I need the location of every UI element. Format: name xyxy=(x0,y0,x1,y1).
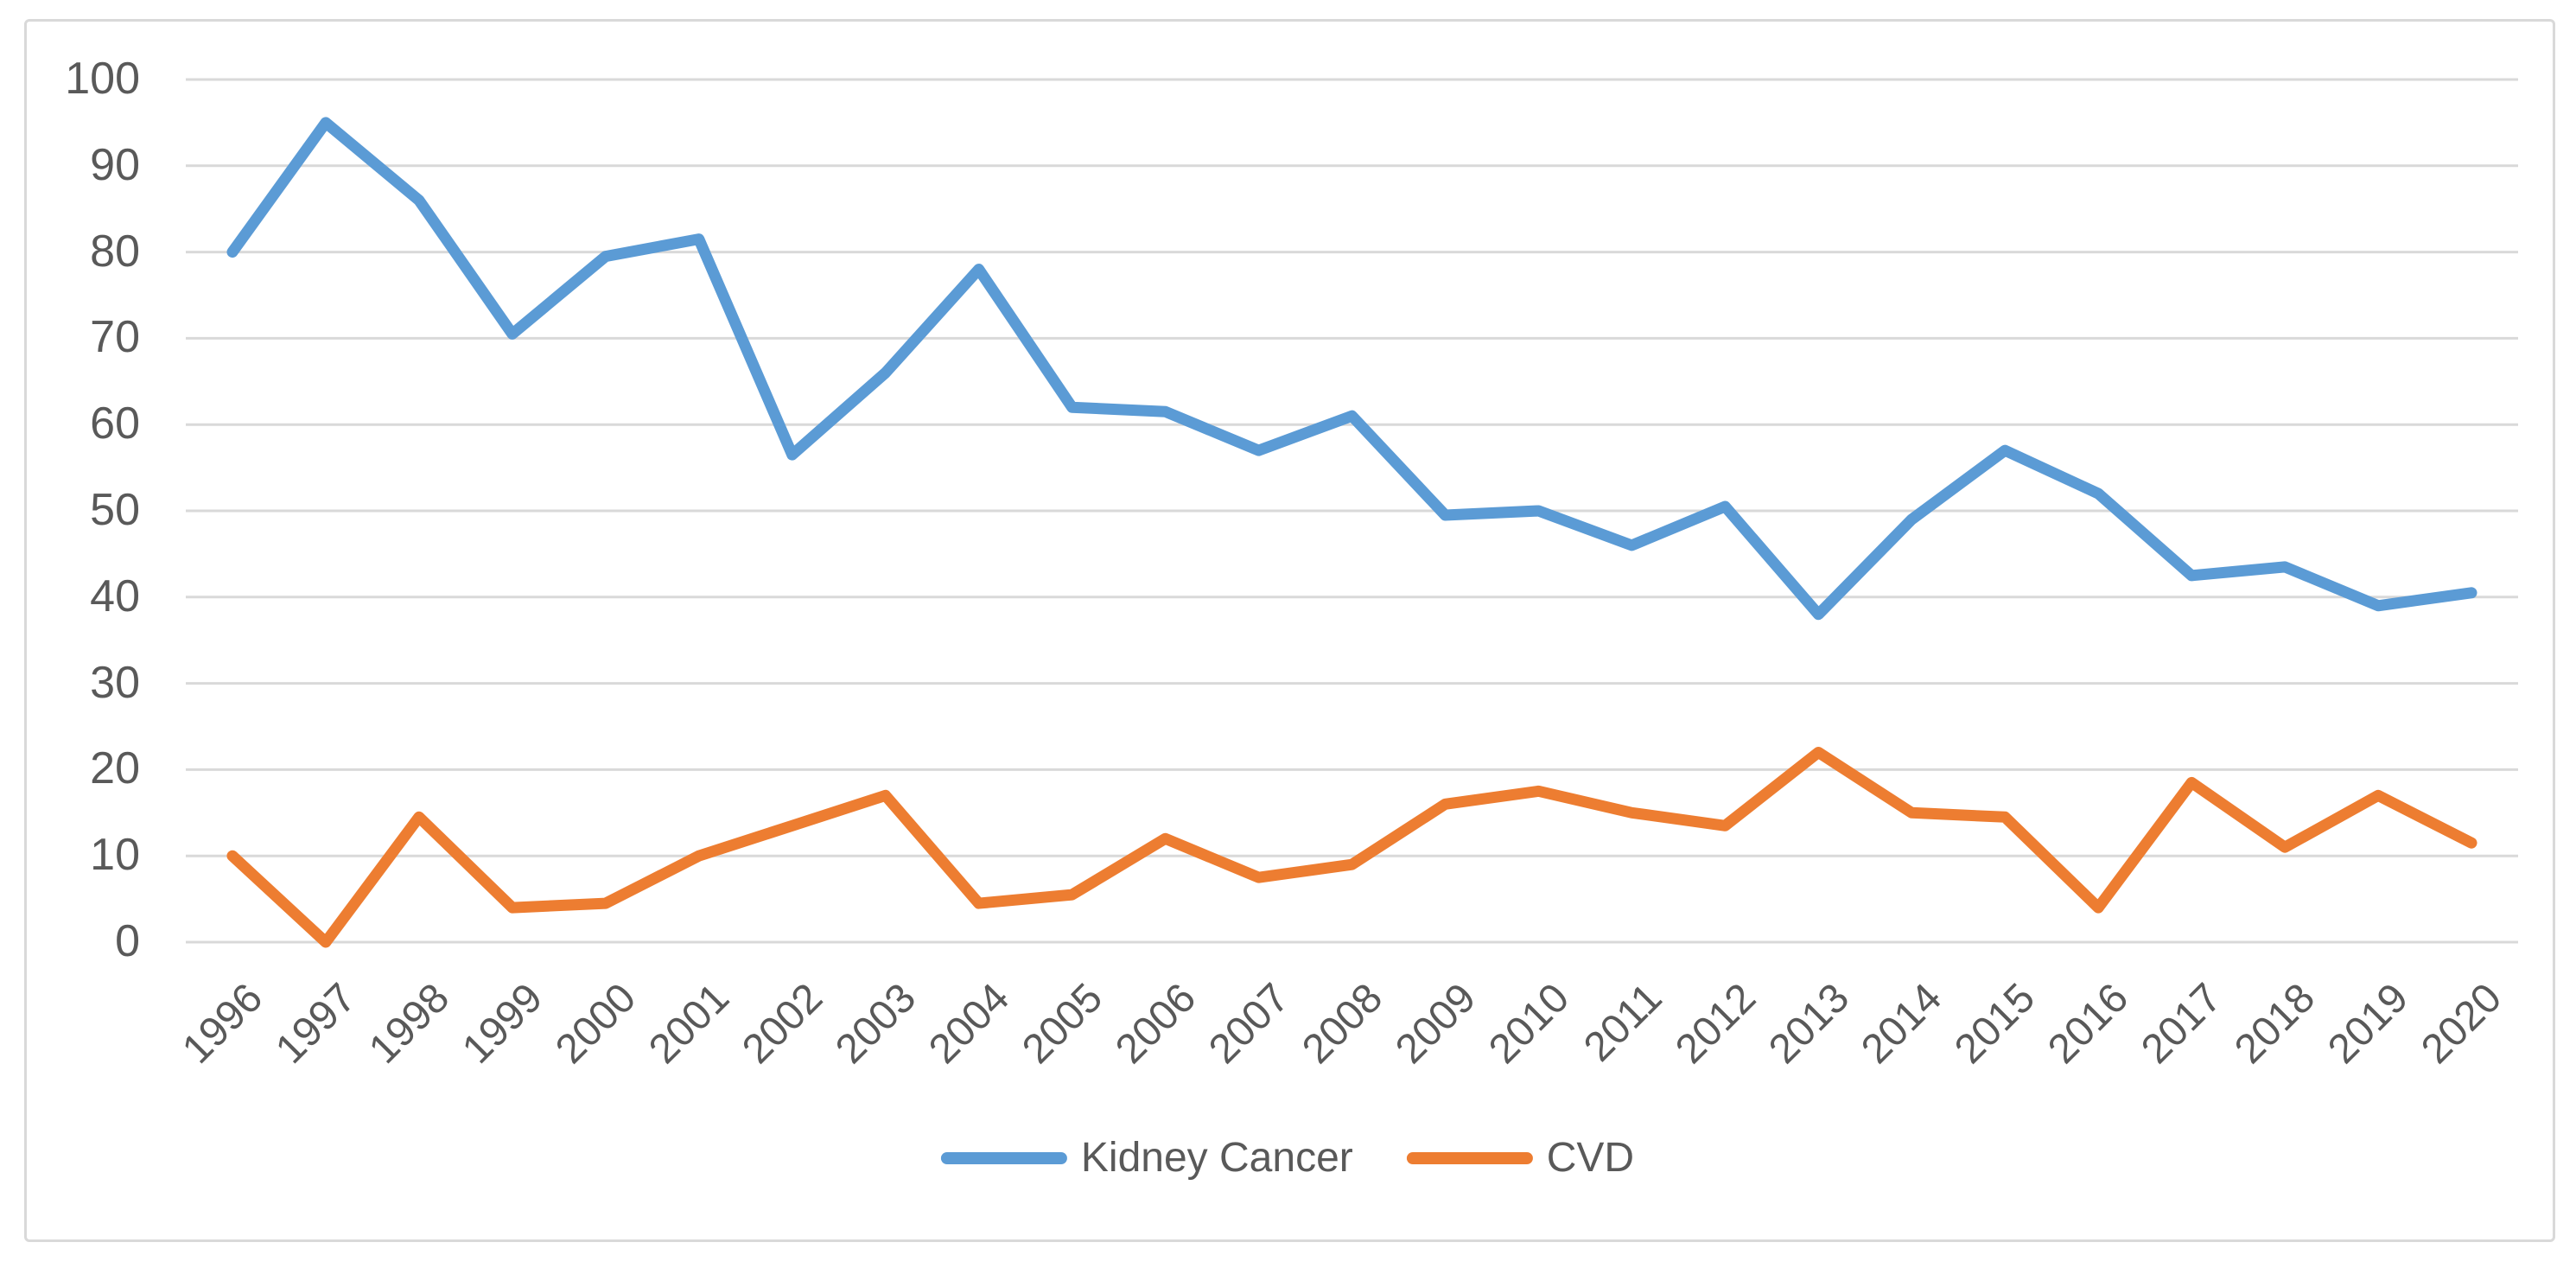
legend-label-kidney-cancer: Kidney Cancer xyxy=(1080,1135,1353,1181)
legend: Kidney Cancer CVD xyxy=(940,1135,1635,1181)
chart-border xyxy=(24,19,2555,1242)
legend-line-swatch-cvd xyxy=(1406,1152,1533,1164)
y-tick-label-40: 40 xyxy=(90,570,140,621)
y-tick-label-80: 80 xyxy=(90,226,140,277)
y-tick-label-0: 0 xyxy=(115,915,140,966)
legend-label-cvd: CVD xyxy=(1546,1135,1635,1181)
y-tick-label-100: 100 xyxy=(65,53,140,104)
y-tick-label-60: 60 xyxy=(90,398,140,449)
y-tick-label-20: 20 xyxy=(90,743,140,794)
legend-item-kidney-cancer[interactable]: Kidney Cancer xyxy=(940,1135,1353,1181)
y-tick-label-70: 70 xyxy=(90,312,140,363)
y-tick-label-30: 30 xyxy=(90,657,140,708)
legend-item-cvd[interactable]: CVD xyxy=(1406,1135,1635,1181)
y-tick-label-50: 50 xyxy=(90,484,140,535)
series-line-cvd xyxy=(226,746,2477,948)
y-tick-label-10: 10 xyxy=(90,830,140,881)
y-tick-label-90: 90 xyxy=(90,139,140,190)
legend-line-swatch-kidney-cancer xyxy=(940,1152,1067,1164)
series-line-kidney-cancer xyxy=(226,117,2477,621)
